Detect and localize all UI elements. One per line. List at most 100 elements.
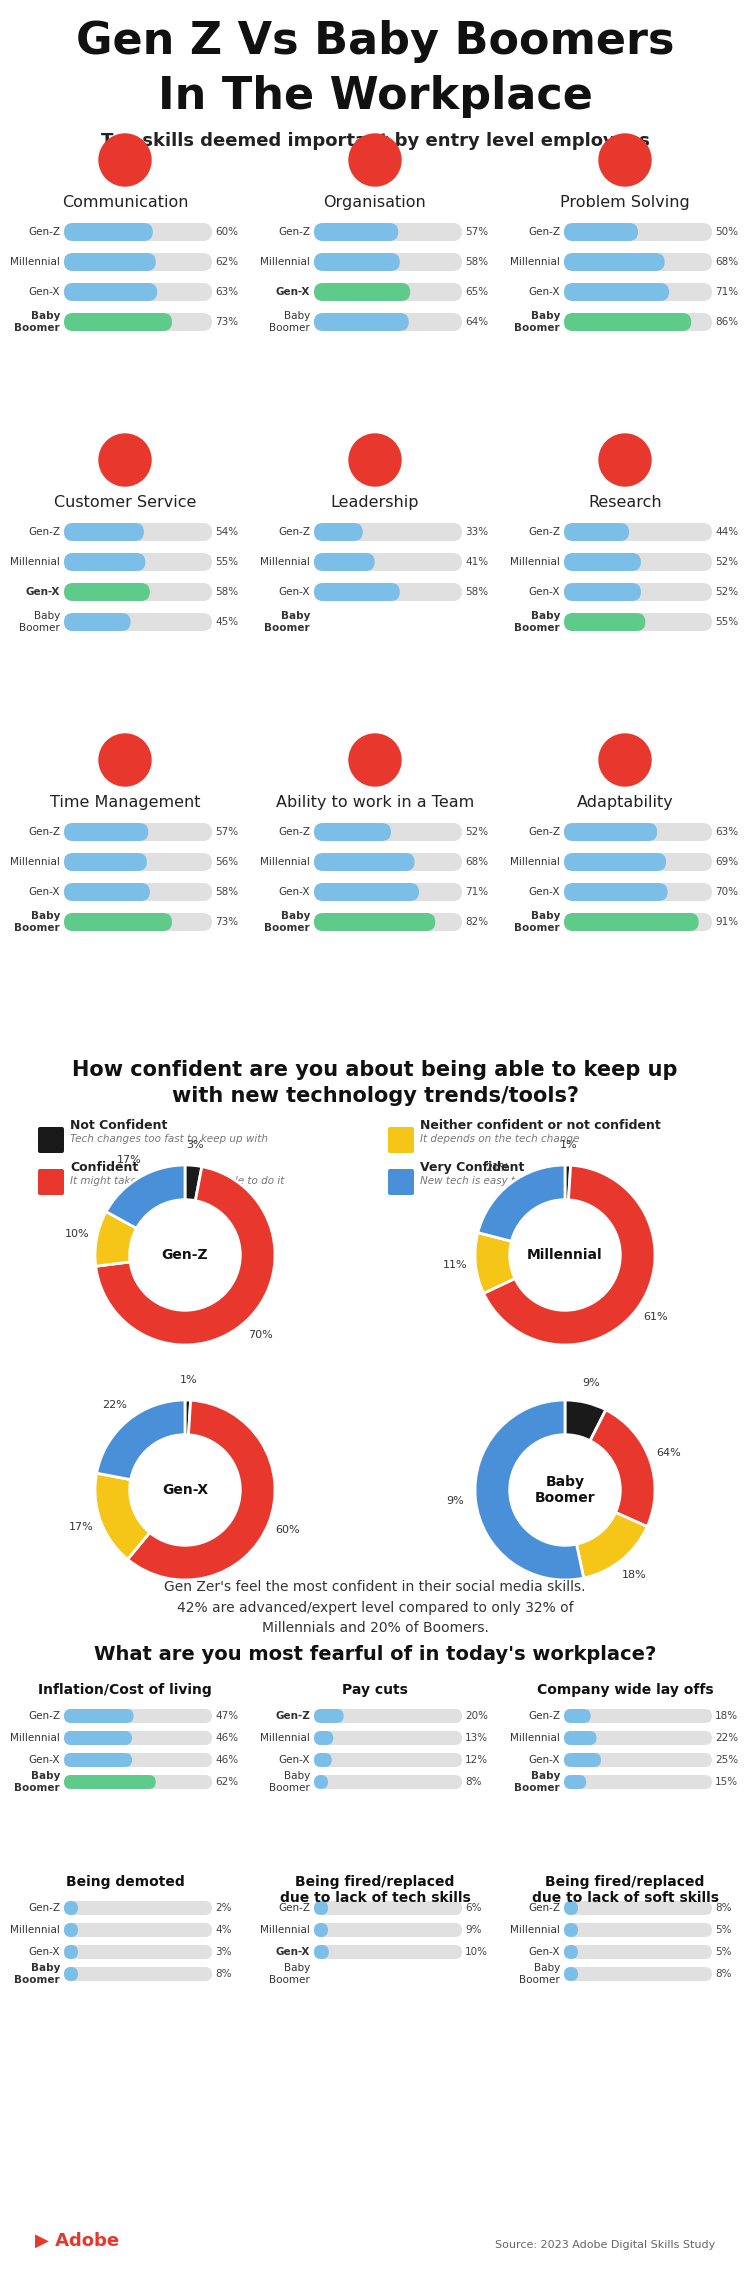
FancyBboxPatch shape [64, 1752, 132, 1766]
Text: 1%: 1% [180, 1376, 197, 1385]
FancyBboxPatch shape [314, 1900, 328, 1916]
FancyBboxPatch shape [564, 1968, 578, 1982]
FancyBboxPatch shape [64, 284, 158, 302]
Text: Being fired/replaced
due to lack of soft skills: Being fired/replaced due to lack of soft… [532, 1875, 718, 1905]
Text: Gen-X: Gen-X [276, 286, 310, 297]
FancyBboxPatch shape [564, 554, 712, 572]
FancyBboxPatch shape [314, 252, 400, 270]
Circle shape [349, 134, 401, 186]
FancyBboxPatch shape [314, 1775, 328, 1789]
Circle shape [129, 1435, 241, 1546]
Text: Gen Zer's feel the most confident in their social media skills.
42% are advanced: Gen Zer's feel the most confident in the… [164, 1580, 586, 1634]
Text: 4%: 4% [215, 1925, 232, 1934]
Text: Millennial: Millennial [10, 1732, 60, 1743]
Text: Millennial: Millennial [10, 257, 60, 268]
Text: 12%: 12% [465, 1755, 488, 1766]
Text: It might take time, but I'll be able to do it: It might take time, but I'll be able to … [70, 1176, 284, 1185]
Text: Baby
Boomer: Baby Boomer [14, 1771, 60, 1793]
Wedge shape [478, 1165, 565, 1255]
Text: Baby
Boomer: Baby Boomer [264, 910, 310, 933]
FancyBboxPatch shape [314, 1709, 344, 1723]
Text: Baby
Boomer: Baby Boomer [535, 1476, 596, 1505]
Text: Millennial: Millennial [260, 556, 310, 568]
Wedge shape [95, 1212, 185, 1267]
Text: 52%: 52% [715, 588, 738, 597]
FancyBboxPatch shape [564, 252, 664, 270]
Text: Gen-X: Gen-X [28, 1948, 60, 1957]
Text: 46%: 46% [215, 1755, 238, 1766]
FancyBboxPatch shape [314, 1752, 332, 1766]
Text: 18%: 18% [715, 1712, 738, 1721]
FancyBboxPatch shape [564, 1775, 712, 1789]
Text: How confident are you about being able to keep up
with new technology trends/too: How confident are you about being able t… [72, 1060, 678, 1105]
FancyBboxPatch shape [314, 1923, 462, 1936]
Text: Gen-X: Gen-X [529, 286, 560, 297]
Wedge shape [95, 1473, 185, 1559]
Text: Company wide lay offs: Company wide lay offs [537, 1682, 713, 1698]
Text: Being fired/replaced
due to lack of tech skills: Being fired/replaced due to lack of tech… [280, 1875, 470, 1905]
Text: Problem Solving: Problem Solving [560, 195, 690, 211]
FancyBboxPatch shape [64, 583, 150, 602]
Text: Gen-Z: Gen-Z [528, 826, 560, 838]
FancyBboxPatch shape [314, 824, 462, 840]
FancyBboxPatch shape [314, 1945, 328, 1959]
Text: It depends on the tech change: It depends on the tech change [420, 1135, 579, 1144]
FancyBboxPatch shape [64, 1752, 212, 1766]
FancyBboxPatch shape [314, 883, 462, 901]
Text: In The Workplace: In The Workplace [158, 75, 592, 118]
FancyBboxPatch shape [38, 1169, 64, 1194]
FancyBboxPatch shape [64, 913, 172, 931]
Text: Baby
Boomer: Baby Boomer [514, 611, 560, 633]
Text: New tech is easy to learn: New tech is easy to learn [420, 1176, 551, 1185]
Text: Baby
Boomer: Baby Boomer [14, 910, 60, 933]
FancyBboxPatch shape [314, 522, 462, 540]
Text: 57%: 57% [465, 227, 488, 236]
Text: Baby
Boomer: Baby Boomer [519, 1964, 560, 1984]
Text: 1%: 1% [560, 1140, 578, 1151]
Text: Gen-Z: Gen-Z [528, 227, 560, 236]
FancyBboxPatch shape [564, 1945, 578, 1959]
FancyBboxPatch shape [64, 222, 212, 241]
Text: 11%: 11% [443, 1260, 468, 1271]
FancyBboxPatch shape [64, 522, 212, 540]
FancyBboxPatch shape [64, 252, 212, 270]
FancyBboxPatch shape [314, 854, 462, 872]
Text: Confident: Confident [70, 1160, 138, 1174]
Text: Baby
Boomer: Baby Boomer [264, 611, 310, 633]
Text: 10%: 10% [465, 1948, 488, 1957]
FancyBboxPatch shape [564, 913, 699, 931]
Wedge shape [484, 1165, 655, 1346]
FancyBboxPatch shape [64, 824, 148, 840]
Text: 70%: 70% [248, 1330, 273, 1339]
FancyBboxPatch shape [64, 883, 212, 901]
Text: 9%: 9% [582, 1378, 599, 1387]
Text: 65%: 65% [465, 286, 488, 297]
FancyBboxPatch shape [64, 883, 150, 901]
Text: Gen-Z: Gen-Z [528, 1902, 560, 1914]
Wedge shape [565, 1489, 647, 1578]
Text: Gen-X: Gen-X [28, 1755, 60, 1766]
FancyBboxPatch shape [64, 1945, 212, 1959]
Text: Gen-Z: Gen-Z [278, 227, 310, 236]
FancyBboxPatch shape [64, 252, 156, 270]
FancyBboxPatch shape [314, 1945, 462, 1959]
Wedge shape [96, 1167, 275, 1346]
FancyBboxPatch shape [314, 854, 415, 872]
FancyBboxPatch shape [314, 1900, 462, 1916]
Text: Gen-X: Gen-X [276, 1948, 310, 1957]
FancyBboxPatch shape [64, 854, 212, 872]
FancyBboxPatch shape [314, 583, 400, 602]
Text: 63%: 63% [215, 286, 238, 297]
Text: 22%: 22% [715, 1732, 738, 1743]
FancyBboxPatch shape [64, 1732, 132, 1746]
FancyBboxPatch shape [314, 1775, 462, 1789]
FancyBboxPatch shape [64, 854, 147, 872]
FancyBboxPatch shape [314, 883, 419, 901]
FancyBboxPatch shape [564, 854, 666, 872]
FancyBboxPatch shape [314, 284, 410, 302]
Text: 54%: 54% [215, 527, 238, 538]
FancyBboxPatch shape [564, 1900, 712, 1916]
FancyBboxPatch shape [314, 554, 462, 572]
FancyBboxPatch shape [564, 1900, 578, 1916]
Wedge shape [185, 1165, 202, 1255]
